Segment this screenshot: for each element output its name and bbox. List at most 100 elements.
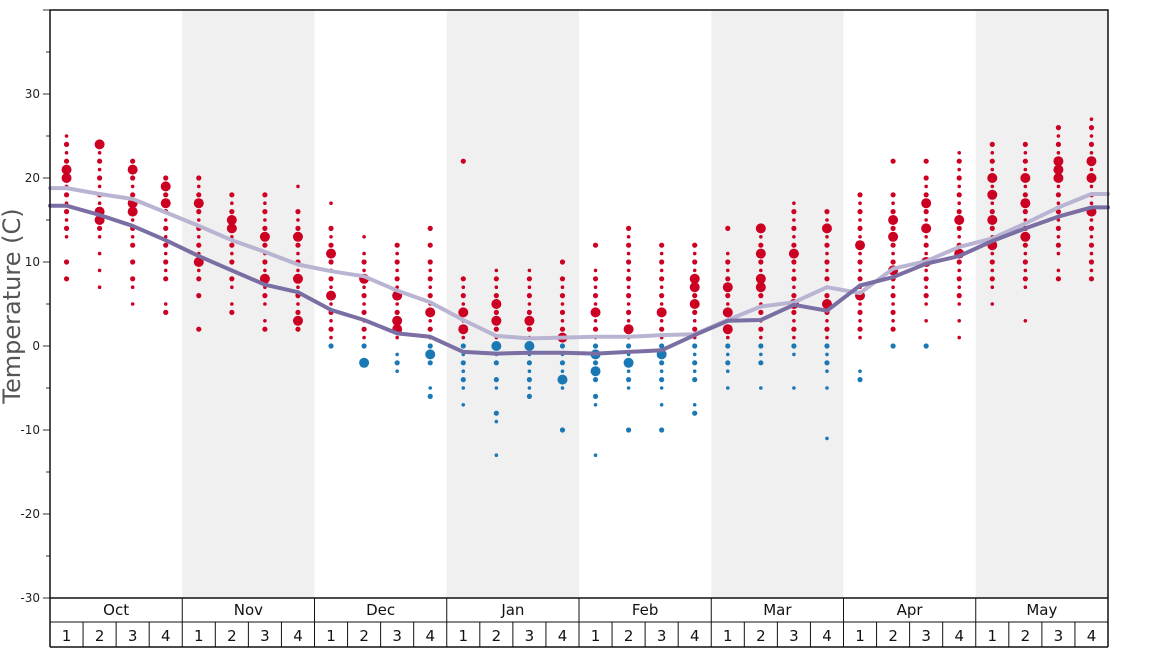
observation-dot xyxy=(196,184,201,189)
observation-dot xyxy=(427,393,433,399)
observation-dot xyxy=(855,240,866,251)
observation-dot xyxy=(890,209,896,215)
observation-dot xyxy=(858,251,862,256)
observation-dot xyxy=(394,309,400,315)
observation-dot xyxy=(857,309,863,315)
y-tick-label: 10 xyxy=(25,255,40,269)
week-label: 4 xyxy=(161,627,171,645)
observation-dot xyxy=(755,282,766,293)
observation-dot xyxy=(460,276,466,282)
observation-dot xyxy=(957,335,962,340)
observation-dot xyxy=(825,436,829,441)
observation-dot xyxy=(990,201,995,205)
week-label: 2 xyxy=(624,627,634,645)
observation-dot xyxy=(625,259,632,265)
observation-dot xyxy=(1055,276,1062,282)
observation-dot xyxy=(989,158,995,164)
observation-dot xyxy=(559,360,566,366)
observation-dot xyxy=(725,251,730,256)
observation-dot xyxy=(956,209,962,215)
observation-dot xyxy=(229,276,235,282)
observation-dot xyxy=(328,242,334,248)
observation-dot xyxy=(130,184,135,189)
observation-dot xyxy=(689,299,700,309)
observation-dot xyxy=(329,235,333,239)
observation-dot xyxy=(824,360,830,366)
observation-dot xyxy=(262,293,268,299)
observation-dot xyxy=(858,319,862,323)
observation-dot xyxy=(758,326,764,332)
week-label: 2 xyxy=(756,627,766,645)
observation-dot xyxy=(1023,285,1028,290)
observation-dot xyxy=(891,285,895,290)
observation-dot xyxy=(725,335,730,340)
observation-dot xyxy=(924,235,928,239)
observation-dot xyxy=(361,259,367,265)
observation-dot xyxy=(427,360,433,366)
observation-dot xyxy=(857,326,863,332)
observation-dot xyxy=(990,151,995,155)
observation-dot xyxy=(924,285,928,290)
observation-dot xyxy=(824,293,830,299)
observation-dot xyxy=(130,242,136,248)
observation-dot xyxy=(127,164,138,175)
observation-dot xyxy=(395,369,399,374)
observation-dot xyxy=(295,326,301,332)
observation-dot xyxy=(659,302,664,306)
week-label: 4 xyxy=(558,627,568,645)
observation-dot xyxy=(659,403,664,407)
observation-dot xyxy=(63,158,70,164)
observation-dot xyxy=(1023,167,1028,172)
observation-dot xyxy=(592,276,599,282)
observation-dot xyxy=(923,209,929,215)
observation-dot xyxy=(560,285,565,290)
observation-dot xyxy=(296,302,300,306)
observation-dot xyxy=(328,225,334,231)
observation-dot xyxy=(825,319,829,323)
observation-dot xyxy=(990,302,995,306)
observation-dot xyxy=(460,377,466,383)
observation-dot xyxy=(329,302,333,306)
observation-dot xyxy=(625,309,632,315)
observation-dot xyxy=(625,427,632,433)
observation-dot xyxy=(792,285,796,290)
observation-dot xyxy=(659,386,664,390)
observation-dot xyxy=(1056,134,1061,138)
observation-dot xyxy=(494,386,499,390)
observation-dot xyxy=(362,285,366,290)
week-label: 3 xyxy=(128,627,138,645)
observation-dot xyxy=(890,293,896,299)
observation-dot xyxy=(692,360,698,366)
observation-dot xyxy=(1056,201,1061,205)
observation-dot xyxy=(1053,156,1064,167)
observation-dot xyxy=(1089,201,1094,205)
week-label: 4 xyxy=(954,627,964,645)
observation-dot xyxy=(858,335,862,340)
observation-dot xyxy=(891,302,895,306)
observation-dot xyxy=(725,302,730,306)
observation-dot xyxy=(163,276,169,282)
observation-dot xyxy=(659,377,665,383)
observation-dot xyxy=(1022,242,1028,248)
observation-dot xyxy=(692,377,698,383)
y-tick-label: 30 xyxy=(25,87,40,101)
observation-dot xyxy=(1088,259,1095,265)
average-lines xyxy=(48,186,1110,356)
observation-dot xyxy=(96,225,103,231)
observation-dot xyxy=(230,251,234,256)
observation-dot xyxy=(557,374,568,385)
observation-dot xyxy=(395,335,399,340)
observation-dot xyxy=(362,251,366,256)
observation-dot xyxy=(592,293,599,299)
observation-dot xyxy=(1089,184,1094,189)
observation-dot xyxy=(592,393,599,399)
observation-dot xyxy=(957,151,962,155)
observation-dot xyxy=(295,209,301,215)
observation-dot xyxy=(990,268,995,273)
month-label-nov: Nov xyxy=(234,601,263,619)
observation-dot xyxy=(328,259,334,265)
observation-dot xyxy=(1055,209,1062,215)
week-label: 4 xyxy=(293,627,303,645)
week-label: 2 xyxy=(888,627,898,645)
